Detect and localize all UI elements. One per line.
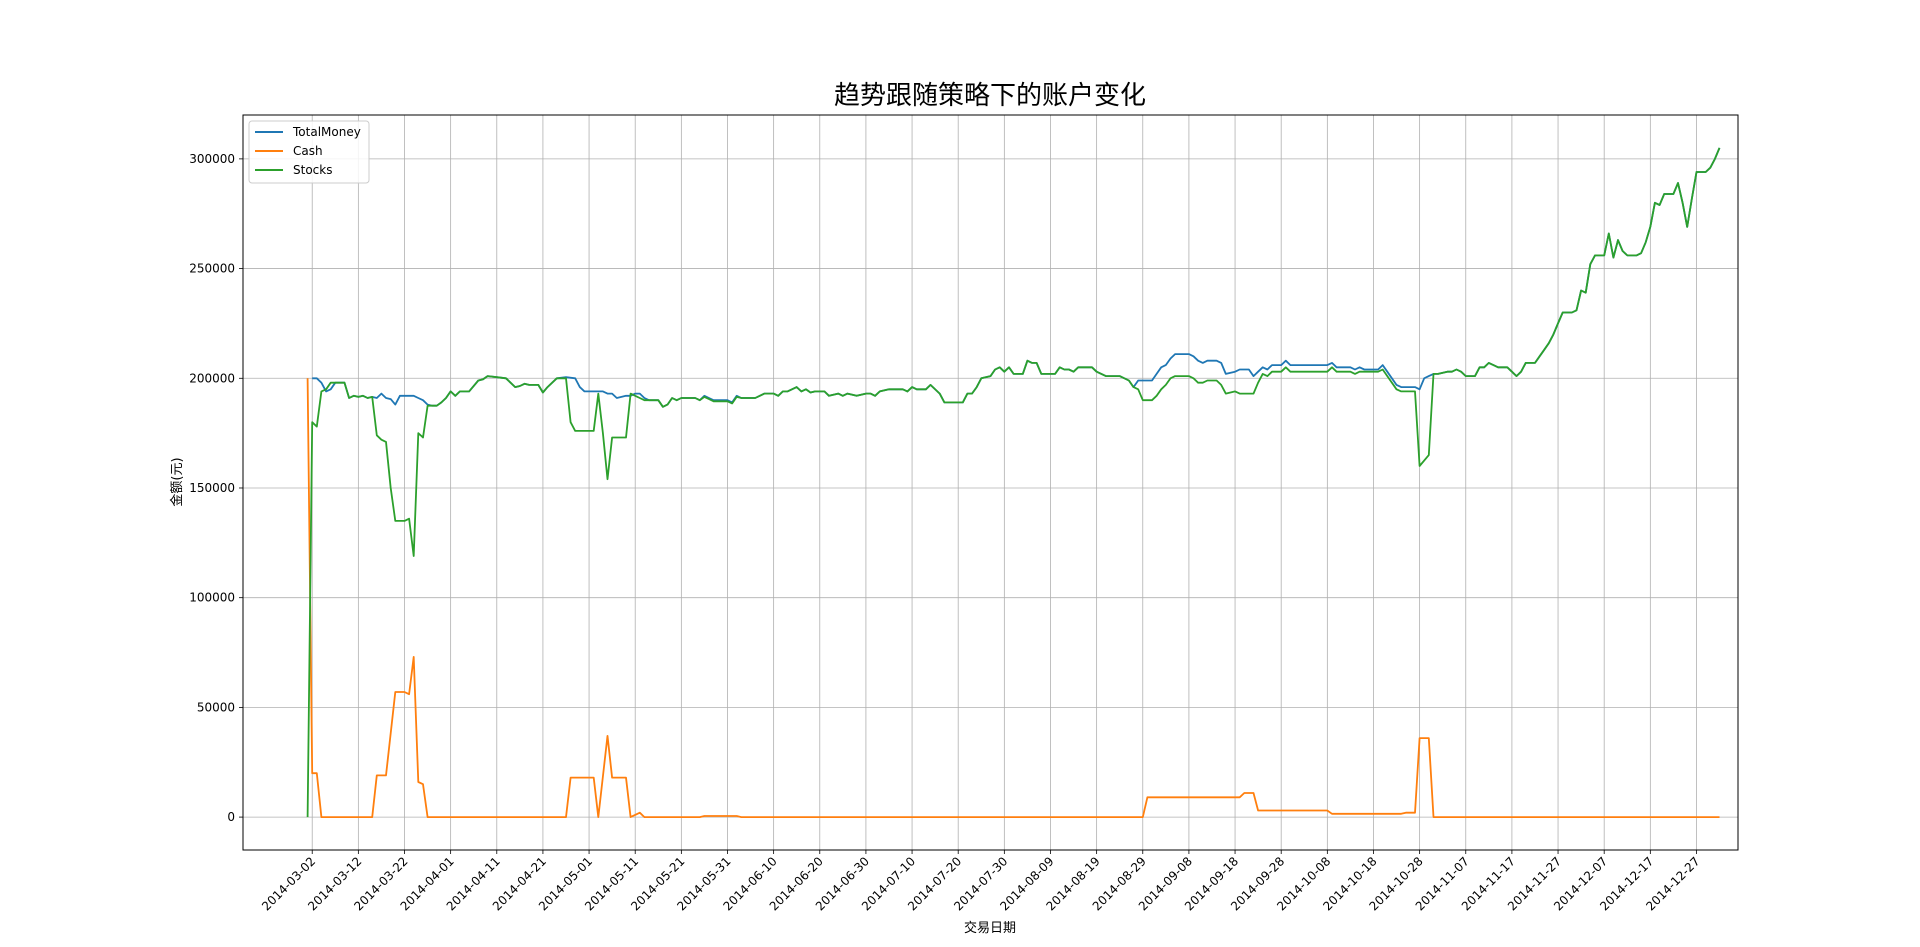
x-axis-ticks: 2014-03-022014-03-122014-03-222014-04-01… (259, 850, 1703, 913)
series-line-stocks (306, 147, 1721, 818)
y-axis-label: 金额(元) (169, 457, 185, 506)
y-tick-label: 100000 (189, 591, 235, 605)
chart-title: 趋势跟随策略下的账户变化 (834, 81, 1146, 111)
y-tick-label: 150000 (189, 481, 235, 495)
legend-label: TotalMoney (292, 125, 361, 139)
series-lines (306, 147, 1721, 818)
y-tick-label: 200000 (189, 371, 235, 385)
legend-label: Stocks (293, 163, 332, 177)
y-tick-label: 250000 (189, 262, 235, 276)
y-tick-label: 0 (227, 810, 235, 824)
legend-items: TotalMoney Cash Stocks (255, 125, 361, 177)
plot-frame (242, 114, 1739, 851)
grid-lines (243, 115, 1738, 850)
y-axis-ticks: 0 50000 100000 150000 200000 250000 300000 (189, 152, 243, 824)
legend: TotalMoney Cash Stocks (248, 120, 370, 184)
series-line-cash (306, 378, 1720, 818)
y-tick-label: 50000 (197, 700, 235, 714)
legend-label: Cash (293, 144, 323, 158)
x-axis-label: 交易日期 (964, 920, 1016, 936)
y-tick-label: 300000 (189, 152, 235, 166)
legend-box (248, 120, 370, 184)
